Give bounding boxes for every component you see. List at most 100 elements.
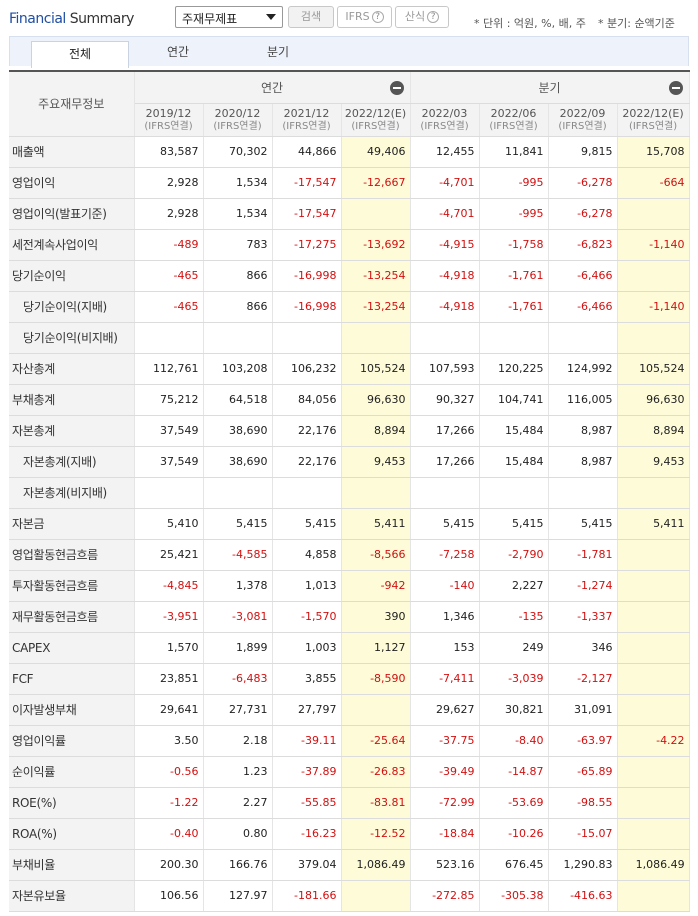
value-cell: 1,003 xyxy=(272,632,342,664)
value-cell: 8,894 xyxy=(617,415,690,447)
value-cell: 1,534 xyxy=(203,167,273,199)
value-cell: -17,547 xyxy=(272,198,342,230)
value-cell: -10.26 xyxy=(479,818,549,850)
table-row: CAPEX 1,570 1,899 1,003 1,127 153 249 346 xyxy=(9,632,690,664)
value-cell xyxy=(341,880,411,912)
value-cell: 676.45 xyxy=(479,849,549,881)
value-cell: 105,524 xyxy=(617,353,690,385)
value-cell: -13,692 xyxy=(341,229,411,261)
value-cell: -1,337 xyxy=(548,601,618,633)
table-row: 자산총계 112,761 103,208 106,232 105,524 107,593 1… xyxy=(9,353,690,385)
table-row: 부채비율 200.30 166.76 379.04 1,086.49 523.16 676.… xyxy=(9,849,690,881)
period-column-header: 2022/06 (IFRS연결) xyxy=(479,103,549,137)
table-row: 당기순이익(비지배) xyxy=(9,322,690,354)
table-row: 영업활동현금흐름 25,421 -4,585 4,858 -8,566 -7,258 -2,… xyxy=(9,539,690,571)
value-cell: -8.40 xyxy=(479,725,549,757)
search-button[interactable]: 검색 xyxy=(288,6,334,28)
value-cell: -17,547 xyxy=(272,167,342,199)
value-cell: 200.30 xyxy=(134,849,204,881)
row-label: 영업이익(발표기준) xyxy=(9,198,135,230)
row-label: 당기순이익(비지배) xyxy=(9,322,135,354)
row-label: 부채비율 xyxy=(9,849,135,881)
row-label: ROE(%) xyxy=(9,787,135,819)
tab-all[interactable]: 전체 xyxy=(31,41,129,68)
value-cell: 107,593 xyxy=(410,353,480,385)
value-cell: 120,225 xyxy=(479,353,549,385)
basis-label: (IFRS연결) xyxy=(144,120,193,132)
value-cell: 75,212 xyxy=(134,384,204,416)
table-row: 자본금 5,410 5,415 5,415 5,411 5,415 5,415 5,415 5,… xyxy=(9,508,690,540)
title-financial: Financial xyxy=(9,11,66,27)
statement-type-select[interactable]: 주재무제표 xyxy=(175,6,283,28)
value-cell: 2,928 xyxy=(134,167,204,199)
collapse-annual-icon[interactable] xyxy=(389,81,404,95)
value-cell: -4,701 xyxy=(410,167,480,199)
value-cell: -8,590 xyxy=(341,663,411,695)
table-row: 투자활동현금흐름 -4,845 1,378 1,013 -942 -140 2,227 -1,… xyxy=(9,570,690,602)
period-column-header: 2019/12 (IFRS연결) xyxy=(134,103,204,137)
tab-annual[interactable]: 연간 xyxy=(166,45,190,59)
value-cell: 30,821 xyxy=(479,694,549,726)
value-cell: -4.22 xyxy=(617,725,690,757)
value-cell: 866 xyxy=(203,291,273,323)
row-label: 영업이익 xyxy=(9,167,135,199)
value-cell: 44,866 xyxy=(272,136,342,168)
value-cell: 22,176 xyxy=(272,415,342,447)
value-cell: 64,518 xyxy=(203,384,273,416)
value-cell xyxy=(548,477,618,509)
value-cell: -53.69 xyxy=(479,787,549,819)
value-cell: 83,587 xyxy=(134,136,204,168)
value-cell: 8,894 xyxy=(341,415,411,447)
value-cell: -72.99 xyxy=(410,787,480,819)
value-cell xyxy=(341,198,411,230)
value-cell: 29,627 xyxy=(410,694,480,726)
value-cell: 346 xyxy=(548,632,618,664)
value-cell xyxy=(410,322,480,354)
value-cell: 1,127 xyxy=(341,632,411,664)
value-cell: 1,290.83 xyxy=(548,849,618,881)
value-cell: 104,741 xyxy=(479,384,549,416)
value-cell: -8,566 xyxy=(341,539,411,571)
value-cell xyxy=(617,663,690,695)
tab-quarterly[interactable]: 분기 xyxy=(266,45,290,59)
value-cell: -25.64 xyxy=(341,725,411,757)
toolbar: Financial Summary 주재무제표 검색 IFRS? 산식? * 단… xyxy=(0,0,698,36)
collapse-quarter-icon[interactable] xyxy=(668,81,683,95)
table-row: FCF 23,851 -6,483 3,855 -8,590 -7,411 -3,039 -2… xyxy=(9,663,690,695)
value-cell: 17,266 xyxy=(410,446,480,478)
value-cell: 1,346 xyxy=(410,601,480,633)
value-cell: 783 xyxy=(203,229,273,261)
quarter-basis-note: * 분기: 순액기준 xyxy=(598,17,675,30)
ifrs-button[interactable]: IFRS? xyxy=(337,6,392,28)
value-cell: 11,841 xyxy=(479,136,549,168)
value-cell: -465 xyxy=(134,291,204,323)
value-cell: -13,254 xyxy=(341,291,411,323)
value-cell: -1,761 xyxy=(479,291,549,323)
value-cell: -63.97 xyxy=(548,725,618,757)
period-column-header: 2022/03 (IFRS연결) xyxy=(410,103,480,137)
value-cell: 9,453 xyxy=(341,446,411,478)
value-cell: 2.27 xyxy=(203,787,273,819)
title-summary: Summary xyxy=(69,11,135,27)
value-cell: 5,415 xyxy=(479,508,549,540)
period-label: 2020/12 xyxy=(214,106,261,120)
value-cell: -16.23 xyxy=(272,818,342,850)
value-cell: 27,797 xyxy=(272,694,342,726)
chevron-down-icon xyxy=(266,14,276,20)
basis-label: (IFRS연결) xyxy=(420,120,469,132)
value-cell xyxy=(548,322,618,354)
value-cell: -13,254 xyxy=(341,260,411,292)
period-tabs: 전체 연간 분기 xyxy=(9,36,689,68)
value-cell: 27,731 xyxy=(203,694,273,726)
formula-button[interactable]: 산식? xyxy=(395,6,449,28)
value-cell: 4,858 xyxy=(272,539,342,571)
period-label: 2021/12 xyxy=(283,106,330,120)
row-label: 자본총계 xyxy=(9,415,135,447)
value-cell: -6,466 xyxy=(548,260,618,292)
table-row: 부채총계 75,212 64,518 84,056 96,630 90,327 104,74… xyxy=(9,384,690,416)
row-label: 부채총계 xyxy=(9,384,135,416)
table-row: 영업이익 2,928 1,534 -17,547 -12,667 -4,701 -995 -6… xyxy=(9,167,690,199)
period-label: 2019/12 xyxy=(145,106,192,120)
value-cell: -1.22 xyxy=(134,787,204,819)
value-cell: 38,690 xyxy=(203,415,273,447)
